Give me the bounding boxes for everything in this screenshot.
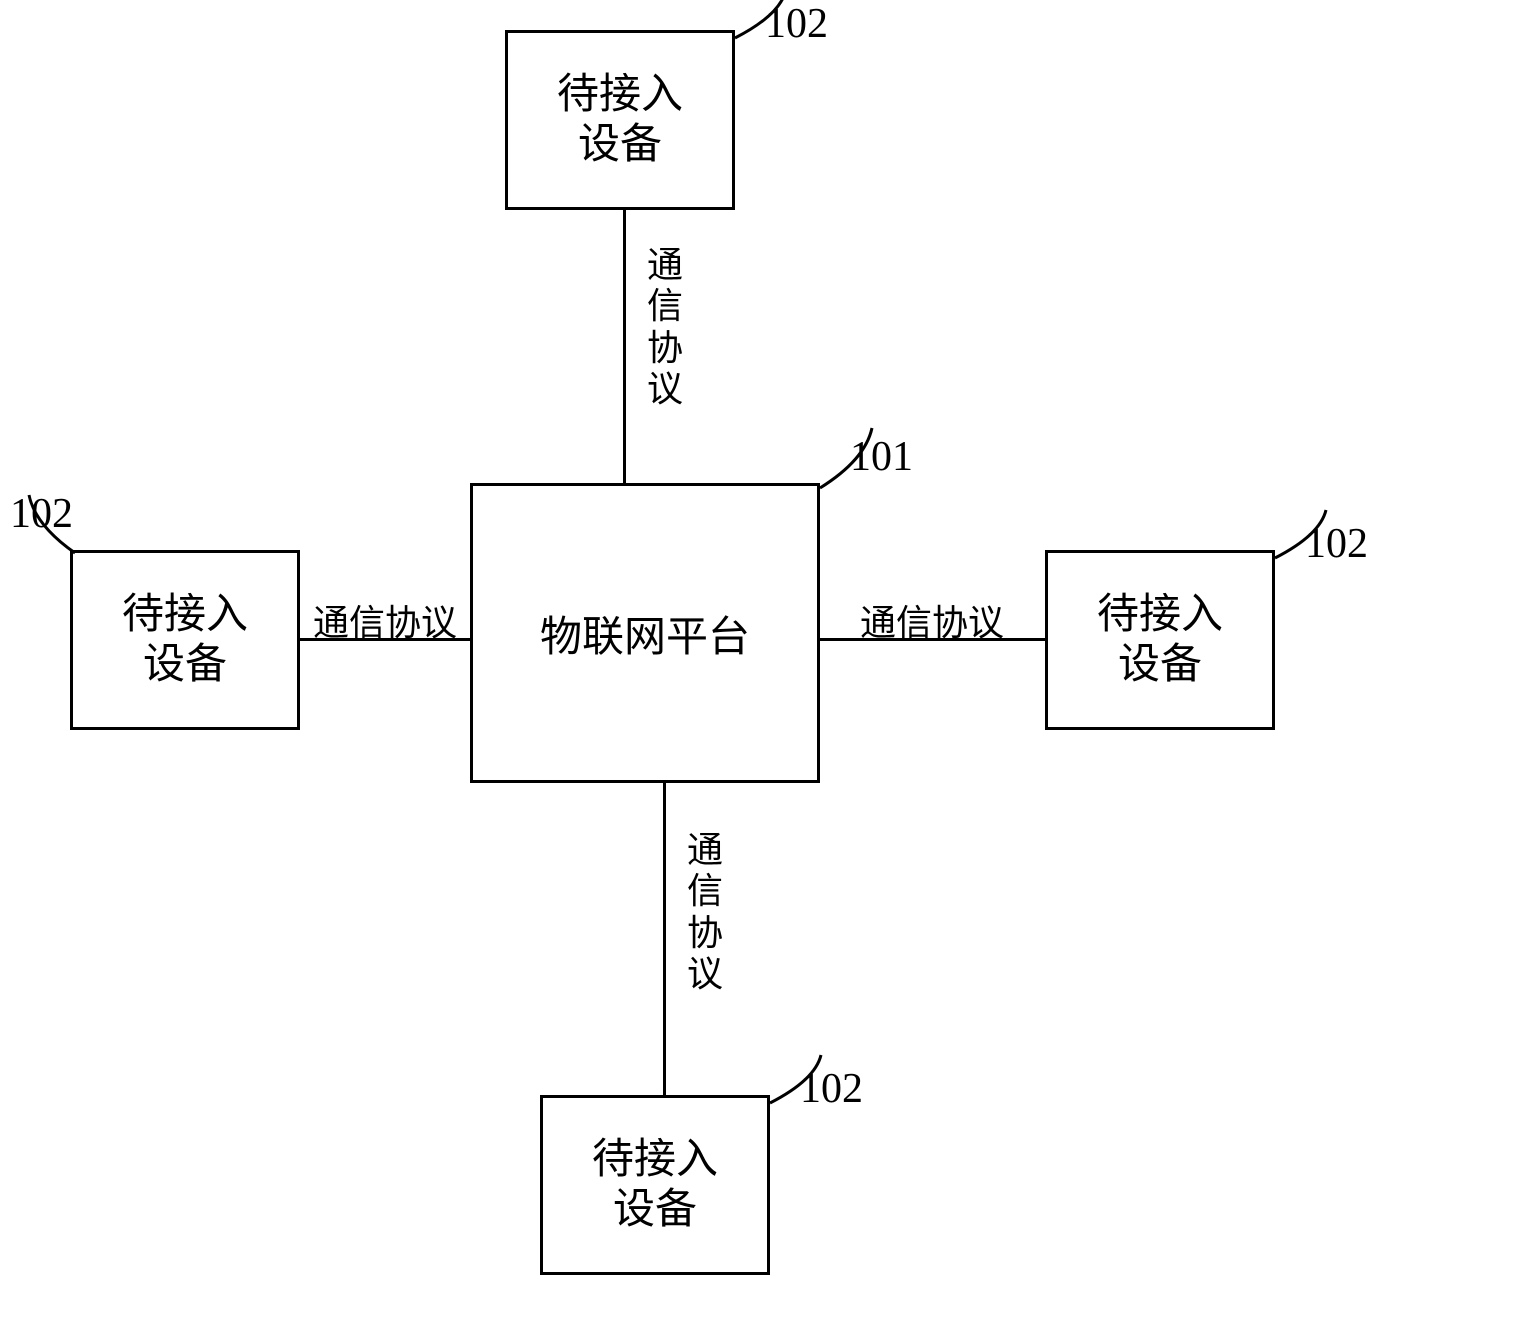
bottom-label-1: 待接入 — [592, 1135, 718, 1185]
center-node: 物联网平台 — [470, 483, 820, 783]
bottom-node: 待接入 设备 — [540, 1095, 770, 1275]
edge-bottom-char-1: 通 — [687, 830, 723, 871]
edge-bottom-char-4: 议 — [687, 954, 723, 995]
top-node: 待接入 设备 — [505, 30, 735, 210]
center-label: 物联网平台 — [540, 603, 750, 664]
edge-top-char-1: 通 — [647, 245, 683, 286]
bottom-label-2: 设备 — [613, 1185, 697, 1235]
right-label-2: 设备 — [1118, 640, 1202, 690]
edge-bottom-line — [663, 783, 666, 1095]
left-ref: 102 — [10, 490, 73, 538]
center-ref: 101 — [850, 433, 913, 481]
edge-bottom-label: 通 信 协 议 — [687, 830, 723, 996]
iot-diagram: 物联网平台 101 待接入 设备 102 待接入 设备 102 待接入 设备 1… — [0, 0, 1513, 1331]
edge-bottom-char-3: 协 — [687, 913, 723, 954]
left-label-2: 设备 — [143, 640, 227, 690]
right-ref: 102 — [1305, 520, 1368, 568]
edge-top-char-2: 信 — [647, 286, 683, 327]
edge-top-line — [623, 210, 626, 483]
edge-top-char-4: 议 — [647, 369, 683, 410]
edge-top-char-3: 协 — [647, 328, 683, 369]
bottom-ref: 102 — [800, 1065, 863, 1113]
edge-left-label: 通信协议 — [313, 594, 457, 646]
right-node: 待接入 设备 — [1045, 550, 1275, 730]
top-ref: 102 — [765, 0, 828, 48]
top-label-2: 设备 — [578, 120, 662, 170]
left-node: 待接入 设备 — [70, 550, 300, 730]
right-label-1: 待接入 — [1097, 590, 1223, 640]
left-label-1: 待接入 — [122, 590, 248, 640]
top-label-1: 待接入 — [557, 70, 683, 120]
edge-top-label: 通 信 协 议 — [647, 245, 683, 411]
edge-bottom-char-2: 信 — [687, 871, 723, 912]
edge-right-label: 通信协议 — [860, 594, 1004, 646]
